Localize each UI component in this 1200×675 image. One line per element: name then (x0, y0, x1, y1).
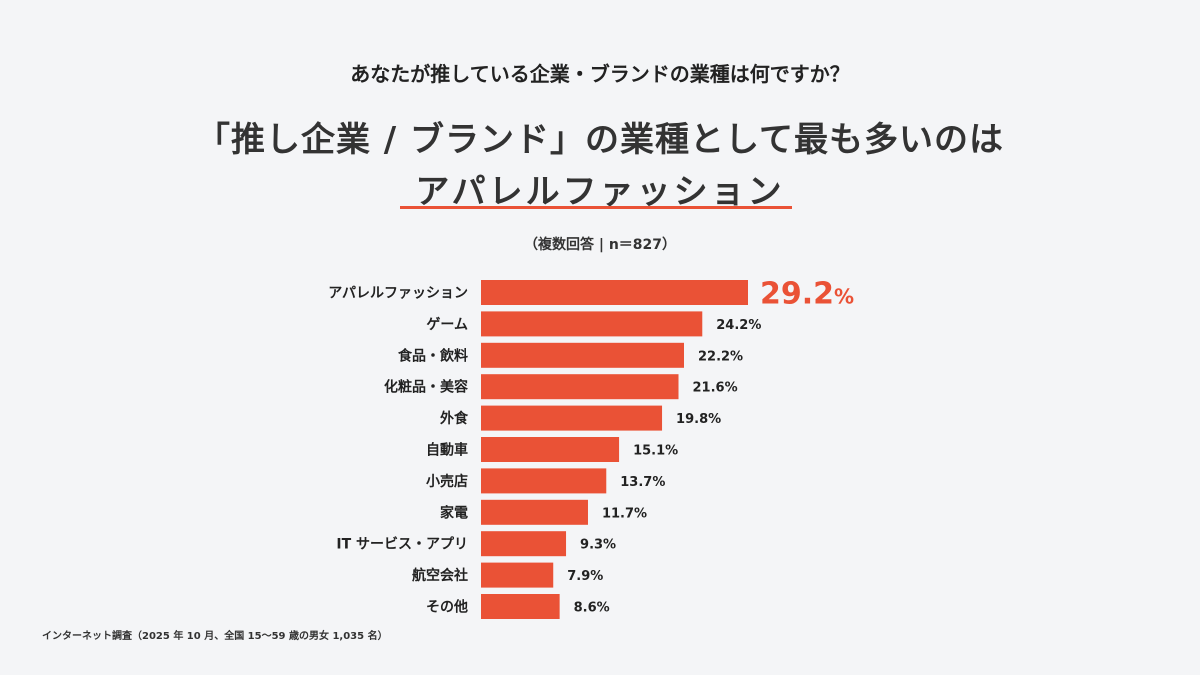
category-label: 小売店 (426, 473, 468, 490)
value-label: 8.6% (574, 601, 610, 616)
bar (481, 374, 679, 400)
category-label: 化粧品・美容 (384, 379, 468, 396)
sample-note: （複数回答 | n＝827） (523, 237, 677, 253)
value-label: 9.3% (580, 538, 616, 553)
category-label: 食品・飲料 (398, 347, 468, 364)
bar (481, 437, 620, 462)
value-label: 7.9% (567, 569, 603, 584)
value-label: 19.8% (676, 412, 721, 427)
bar (481, 594, 560, 619)
category-label: ゲーム (426, 316, 468, 333)
category-label: アパレルファッション (328, 286, 468, 302)
bar (481, 280, 748, 305)
bar (481, 531, 567, 557)
value-label: 24.2% (716, 318, 761, 333)
category-label: その他 (426, 599, 468, 616)
value-label: 11.7% (602, 506, 647, 521)
category-label: 外食 (440, 410, 469, 427)
headline-line2: アパレルファッション (415, 172, 785, 212)
bar (481, 311, 703, 337)
bar (481, 342, 684, 368)
category-label: 航空会社 (412, 567, 468, 584)
bar (481, 468, 607, 494)
value-label: 15.1% (633, 444, 678, 459)
headline-underline (400, 206, 792, 209)
bar (481, 405, 663, 431)
survey-question: あなたが推している企業・ブランドの業種は何ですか？ (350, 62, 850, 86)
category-label: IT サービス・アプリ (336, 537, 468, 553)
value-label-highlight: 29.2% (760, 277, 854, 312)
category-label: 家電 (440, 504, 468, 521)
category-label: 自動車 (426, 442, 468, 459)
value-label: 13.7% (620, 475, 665, 490)
value-label: 21.6% (693, 381, 738, 396)
headline-line1: 「推し企業 / ブランド」の業種として最も多いのは (195, 120, 1005, 160)
value-label: 22.2% (698, 349, 743, 364)
bar (481, 499, 588, 525)
bar (481, 562, 554, 588)
footnote: インターネット調査（2025 年 10 月、全国 15〜59 歳の男女 1,03… (42, 631, 388, 642)
